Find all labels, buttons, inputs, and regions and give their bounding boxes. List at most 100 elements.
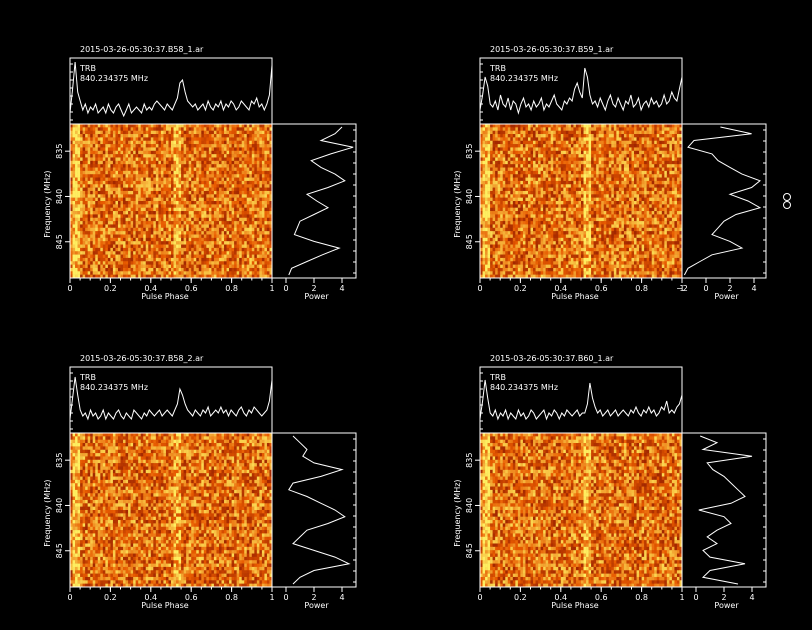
heatmap-cell: [128, 241, 131, 245]
heatmap-cell: [145, 154, 149, 158]
heatmap-cell: [186, 144, 189, 148]
heatmap-cell: [259, 177, 263, 182]
heatmap-cell: [671, 130, 675, 135]
heatmap-cell: [105, 164, 109, 168]
heatmap-cell: [196, 264, 200, 269]
heatmap-cell: [628, 164, 632, 168]
heatmap-cell: [160, 217, 164, 222]
heatmap-cell: [92, 247, 96, 252]
heatmap-cell: [85, 150, 88, 155]
heatmap-cell: [568, 140, 572, 145]
heatmap-cell: [173, 234, 177, 239]
heatmap-cell: [231, 160, 235, 165]
heatmap-cell: [140, 164, 144, 168]
heatmap-cell: [112, 174, 116, 178]
heatmap-cell: [138, 187, 141, 192]
heatmap-cell: [644, 144, 647, 148]
heatmap-cell: [563, 164, 567, 168]
heatmap-cell: [201, 211, 205, 215]
heatmap-cell: [251, 157, 255, 162]
heatmap-cell: [224, 150, 227, 155]
heatmap-cell: [92, 261, 96, 265]
heatmap-cell: [135, 227, 139, 232]
heatmap-cell: [269, 147, 273, 152]
heatmap-cell: [234, 140, 237, 145]
heatmap-cell: [163, 204, 167, 208]
heatmap-cell: [254, 244, 258, 249]
heatmap-cell: [482, 157, 486, 162]
heatmap-cell: [221, 180, 225, 185]
heatmap-cell: [155, 137, 159, 142]
heatmap-cell: [115, 174, 119, 178]
heatmap-cell: [198, 197, 202, 202]
heatmap-cell: [266, 217, 270, 222]
heatmap-cell: [143, 187, 147, 192]
heatmap-cell: [155, 124, 159, 128]
heatmap-cell: [560, 124, 564, 128]
heatmap-cell: [165, 227, 169, 232]
heatmap-cell: [264, 234, 268, 239]
heatmap-cell: [583, 160, 587, 165]
heatmap-cell: [264, 174, 268, 178]
heatmap-cell: [239, 167, 242, 172]
heatmap-cell: [193, 234, 197, 239]
heatmap-cell: [628, 147, 632, 152]
heatmap-cell: [90, 274, 94, 279]
heatmap-cell: [221, 247, 225, 252]
heatmap-cell: [191, 150, 195, 155]
heatmap-cell: [77, 154, 81, 158]
heatmap-cell: [575, 124, 579, 128]
heatmap-cell: [196, 137, 200, 142]
heatmap-cell: [565, 167, 569, 172]
heatmap-cell: [188, 247, 192, 252]
heatmap-cell: [558, 130, 562, 135]
heatmap-cell: [543, 154, 546, 158]
heatmap-cell: [115, 154, 119, 158]
heatmap-cell: [216, 174, 220, 178]
heatmap-cell: [505, 160, 509, 165]
heatmap-cell: [171, 261, 174, 265]
heatmap-cell: [123, 217, 126, 222]
heatmap-cell: [130, 167, 134, 172]
heatmap-cell: [545, 160, 549, 165]
heatmap-cell: [651, 147, 655, 152]
heatmap-cell: [193, 271, 197, 275]
heatmap-cell: [87, 234, 91, 239]
heatmap-cell: [588, 154, 592, 158]
heatmap-cell: [168, 197, 172, 202]
heatmap-cell: [85, 211, 88, 215]
heatmap-cell: [145, 241, 149, 245]
heatmap-cell: [143, 274, 147, 279]
heatmap-cell: [548, 124, 551, 128]
heatmap-cell: [193, 241, 197, 245]
heatmap-cell: [130, 214, 134, 219]
heatmap-cell: [221, 160, 225, 165]
heatmap-cell: [115, 237, 119, 242]
heatmap-cell: [563, 127, 567, 131]
heatmap-cell: [211, 157, 215, 162]
heatmap-cell: [264, 267, 268, 272]
heatmap-cell: [87, 154, 91, 158]
heatmap-cell: [90, 254, 94, 259]
heatmap-cell: [191, 187, 195, 192]
heatmap-cell: [150, 251, 154, 255]
heatmap-cell: [218, 244, 222, 249]
heatmap-cell: [239, 221, 242, 225]
heatmap-cell: [100, 234, 104, 239]
heatmap-cell: [515, 164, 519, 168]
heatmap-cell: [213, 127, 217, 131]
heatmap-cell: [490, 157, 493, 162]
heatmap-cell: [213, 241, 217, 245]
heatmap-cell: [165, 224, 169, 229]
heatmap-cell: [110, 160, 114, 165]
heatmap-cell: [90, 130, 94, 135]
heatmap-cell: [191, 271, 195, 275]
heatmap-cell: [588, 140, 592, 145]
heatmap-cell: [87, 184, 91, 188]
heatmap-cell: [231, 140, 235, 145]
heatmap-cell: [140, 170, 144, 175]
heatmap-cell: [100, 134, 104, 138]
heatmap-cell: [563, 124, 567, 128]
heatmap-cell: [87, 157, 91, 162]
heatmap-cell: [573, 144, 577, 148]
